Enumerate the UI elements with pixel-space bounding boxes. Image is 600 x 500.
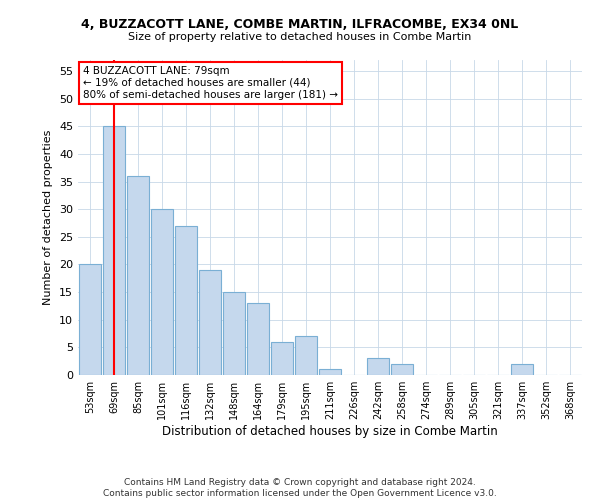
Bar — [151, 209, 173, 375]
Bar — [319, 370, 341, 375]
Bar — [271, 342, 293, 375]
Bar — [79, 264, 101, 375]
Bar — [367, 358, 389, 375]
Bar — [127, 176, 149, 375]
Bar — [295, 336, 317, 375]
Text: Contains HM Land Registry data © Crown copyright and database right 2024.
Contai: Contains HM Land Registry data © Crown c… — [103, 478, 497, 498]
Text: 4 BUZZACOTT LANE: 79sqm
← 19% of detached houses are smaller (44)
80% of semi-de: 4 BUZZACOTT LANE: 79sqm ← 19% of detache… — [83, 66, 338, 100]
Bar — [199, 270, 221, 375]
Bar — [103, 126, 125, 375]
X-axis label: Distribution of detached houses by size in Combe Martin: Distribution of detached houses by size … — [162, 425, 498, 438]
Bar — [247, 303, 269, 375]
Text: Size of property relative to detached houses in Combe Martin: Size of property relative to detached ho… — [128, 32, 472, 42]
Text: 4, BUZZACOTT LANE, COMBE MARTIN, ILFRACOMBE, EX34 0NL: 4, BUZZACOTT LANE, COMBE MARTIN, ILFRACO… — [82, 18, 518, 30]
Bar — [223, 292, 245, 375]
Y-axis label: Number of detached properties: Number of detached properties — [43, 130, 53, 305]
Bar — [391, 364, 413, 375]
Bar — [175, 226, 197, 375]
Bar — [511, 364, 533, 375]
